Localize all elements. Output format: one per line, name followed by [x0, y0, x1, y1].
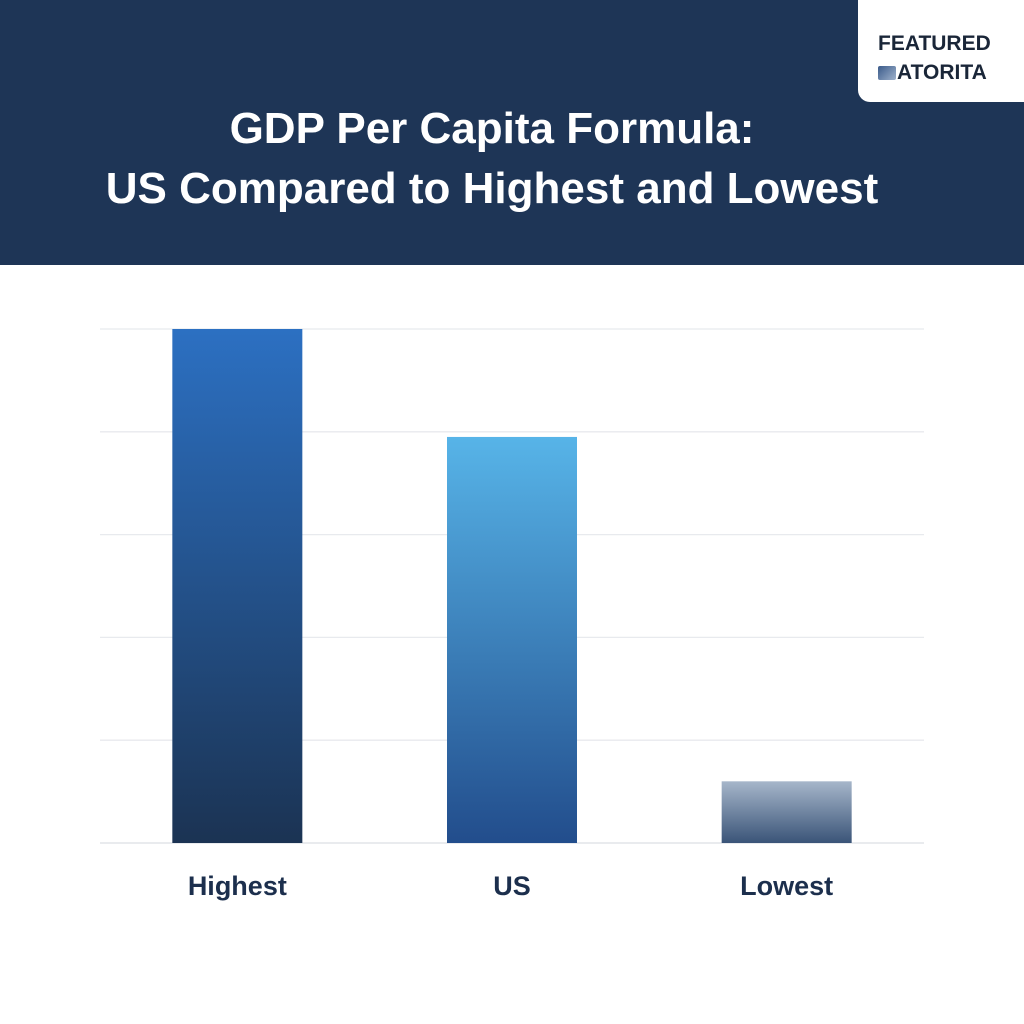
- chart-title-line-2: US Compared to Highest and Lowest: [105, 164, 879, 213]
- x-label-us: US: [493, 871, 531, 901]
- bar-us: [447, 436, 577, 843]
- bar-highest: [172, 329, 303, 843]
- badge-line-2: ATORITA: [878, 61, 987, 85]
- x-axis-labels: Highest US Lowest: [188, 871, 833, 901]
- logo-icon: [878, 66, 896, 80]
- x-label-highest: Highest: [188, 871, 287, 901]
- x-label-lowest: Lowest: [740, 871, 833, 901]
- bar-lowest: [721, 781, 852, 843]
- header-banner: GDP Per Capita Formula: US Compared to H…: [0, 0, 1024, 265]
- featured-badge: FEATURED ATORITA: [858, 0, 1024, 102]
- badge-line-2-text: ATORITA: [897, 61, 987, 84]
- badge-line-1: FEATURED: [878, 32, 991, 55]
- chart-title-line-1: GDP Per Capita Formula:: [229, 104, 755, 153]
- bars: [172, 329, 852, 843]
